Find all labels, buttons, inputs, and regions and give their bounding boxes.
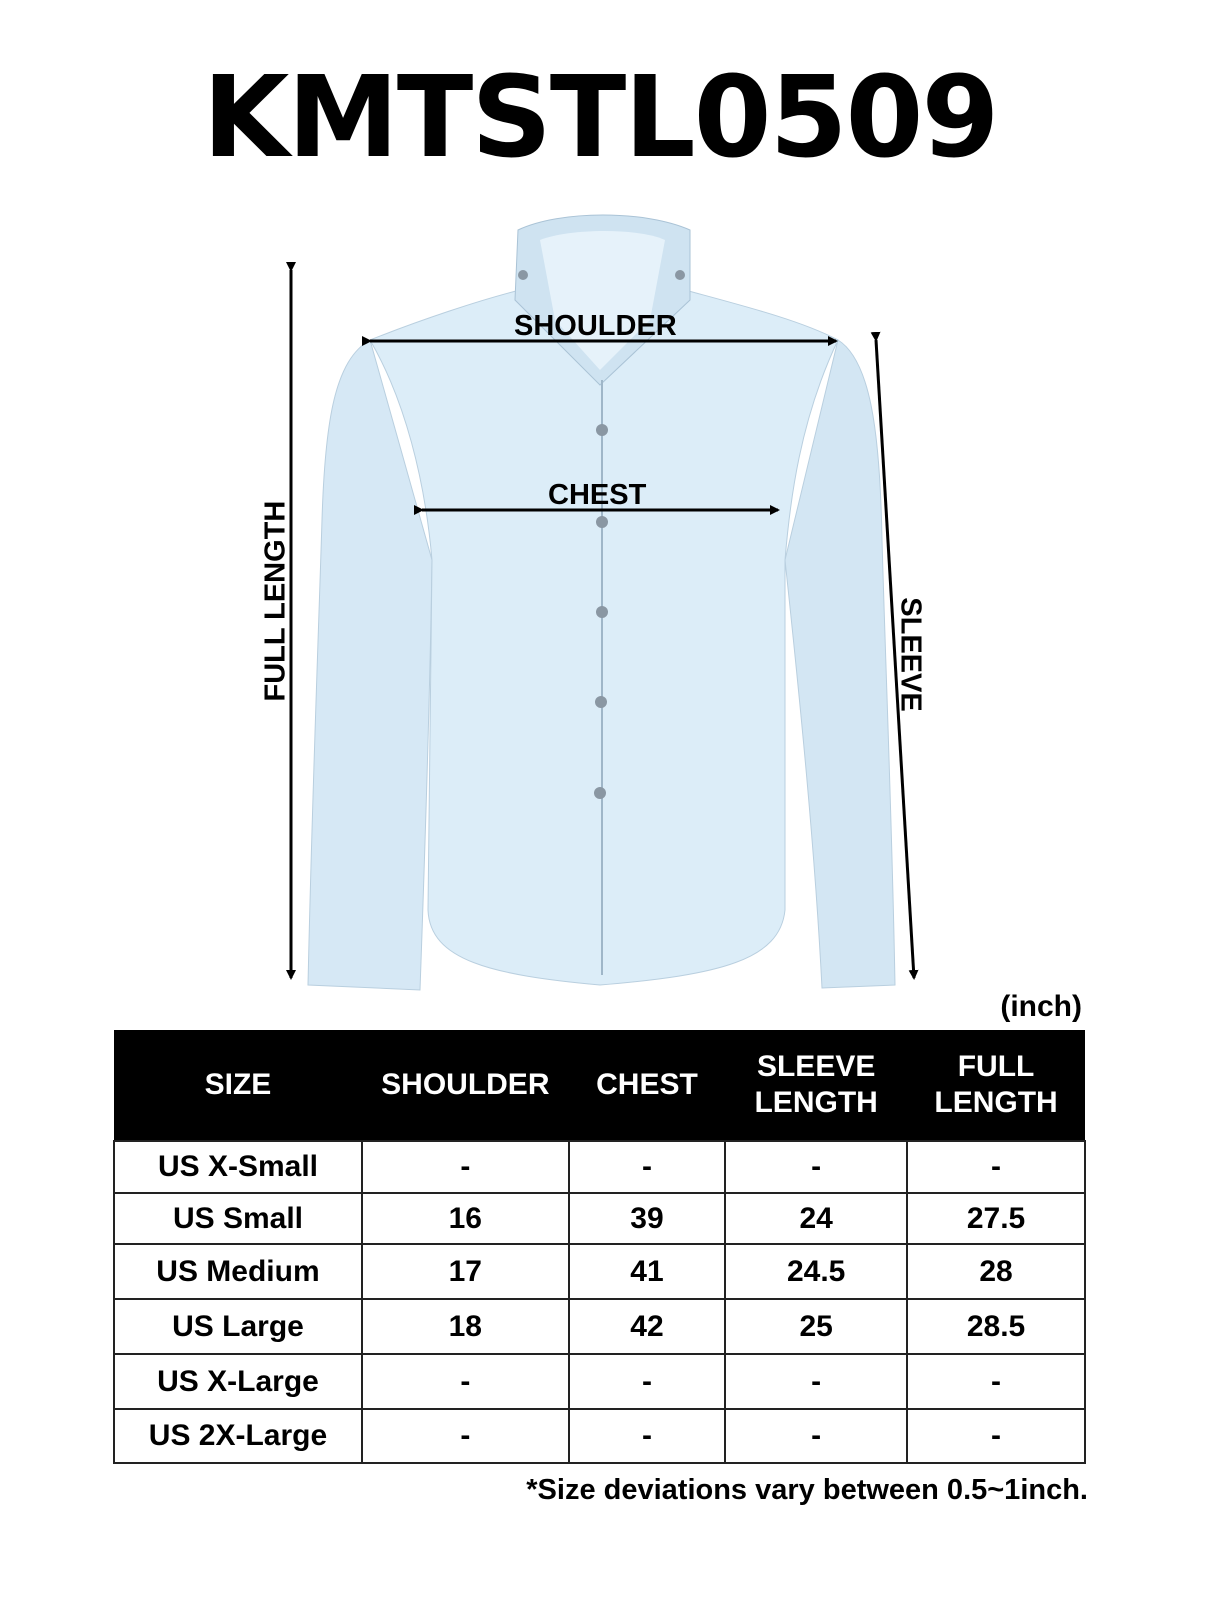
shoulder-label: SHOULDER [514, 310, 677, 342]
header-size: SIZE [114, 1030, 362, 1141]
measurement-cell: 18 [360, 1298, 570, 1355]
measurement-cell: - [724, 1408, 909, 1464]
size-cell: US X-Small [113, 1140, 363, 1194]
measurement-cell: - [360, 1353, 570, 1410]
sleeve-arrow [870, 331, 919, 980]
measurement-cell: - [567, 1353, 727, 1410]
size-cell: US 2X-Large [113, 1408, 363, 1464]
header-sleeve-length: SLEEVE LENGTH [725, 1030, 908, 1141]
measurement-cell: - [906, 1140, 1086, 1194]
measurement-cell: - [906, 1353, 1086, 1410]
table-row: US Large 18 42 25 28.5 [113, 1298, 1086, 1355]
table-row: US Medium 17 41 24.5 28 [113, 1243, 1086, 1300]
measurement-cell: - [360, 1140, 570, 1194]
measurement-cell: - [360, 1408, 570, 1464]
measurement-cell: 25 [724, 1298, 909, 1355]
measurement-cell: 28.5 [906, 1298, 1086, 1355]
sleeve-label: SLEEVE [894, 597, 927, 712]
full-length-label: FULL LENGTH [259, 500, 292, 702]
header-shoulder: SHOULDER [361, 1030, 569, 1141]
measurement-cell: - [567, 1408, 727, 1464]
measurement-cell: 39 [567, 1192, 727, 1245]
size-cell: US Medium [113, 1243, 363, 1300]
measurement-cell: 16 [360, 1192, 570, 1245]
table-row: US X-Large - - - - [113, 1353, 1086, 1410]
measurement-cell: 24.5 [724, 1243, 909, 1300]
measurement-cell: - [567, 1140, 727, 1194]
table-header-row: SIZE SHOULDER CHEST SLEEVE LENGTH FULL LEN… [114, 1030, 1085, 1141]
measurement-cell: 28 [906, 1243, 1086, 1300]
size-cell: US Large [113, 1298, 363, 1355]
table-row: US X-Small - - - - [113, 1140, 1086, 1194]
product-code-title: KMTSTL0509 [202, 53, 1000, 183]
chest-label: CHEST [548, 479, 647, 511]
unit-label: (inch) [1000, 990, 1082, 1023]
measurement-cell: - [724, 1353, 909, 1410]
measurement-cell: 41 [567, 1243, 727, 1300]
size-cell: US Small [113, 1192, 363, 1245]
shirt-image [307, 214, 896, 991]
measurement-cell: 24 [724, 1192, 909, 1245]
header-chest: CHEST [568, 1030, 726, 1141]
header-full-length: FULL LENGTH [907, 1030, 1085, 1141]
table-row: US Small 16 39 24 27.5 [113, 1192, 1086, 1245]
table-row: US 2X-Large - - - - [113, 1408, 1086, 1464]
shirt-diagram [286, 214, 919, 991]
measurement-cell: 27.5 [906, 1192, 1086, 1245]
measurement-cell: 42 [567, 1298, 727, 1355]
measurement-cell: 17 [360, 1243, 570, 1300]
size-cell: US X-Large [113, 1353, 363, 1410]
size-table: SIZE SHOULDER CHEST SLEEVE LENGTH FULL LEN… [113, 1030, 1086, 1464]
measurement-cell: - [906, 1408, 1086, 1464]
size-deviation-note: *Size deviations vary between 0.5~1inch. [526, 1474, 1088, 1506]
measurement-cell: - [724, 1140, 909, 1194]
